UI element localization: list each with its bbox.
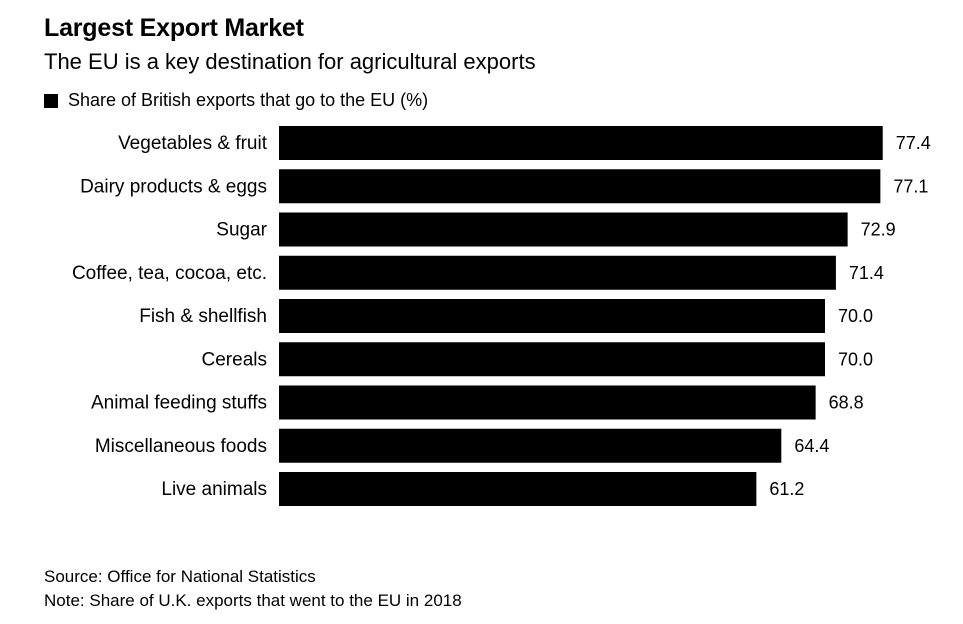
value-label: 70.0 — [838, 349, 873, 369]
category-label: Miscellaneous foods — [95, 436, 267, 457]
legend-swatch — [44, 93, 58, 108]
value-label: 77.4 — [896, 133, 931, 153]
value-label: 77.1 — [893, 176, 928, 196]
footnote: Note: Share of U.K. exports that went to… — [44, 591, 462, 610]
bar — [279, 126, 883, 160]
legend: Share of British exports that go to the … — [44, 90, 428, 111]
value-label: 64.4 — [794, 436, 829, 456]
value-label: 71.4 — [849, 263, 884, 283]
category-label: Animal feeding stuffs — [91, 393, 267, 414]
bar — [279, 255, 836, 290]
bar — [279, 212, 848, 247]
legend-label: Share of British exports that go to the … — [68, 90, 429, 110]
bar — [279, 428, 782, 463]
chart-subtitle: The EU is a key destination for agricult… — [44, 49, 536, 74]
bar — [279, 299, 825, 333]
category-label: Sugar — [216, 220, 267, 241]
category-label: Cereals — [202, 349, 267, 370]
bar — [279, 472, 757, 506]
value-label: 61.2 — [769, 479, 804, 499]
value-label: 72.9 — [861, 220, 896, 240]
chart-title: Largest Export Market — [44, 14, 304, 42]
bar — [279, 169, 881, 204]
value-label: 70.0 — [838, 306, 873, 326]
category-label: Live animals — [161, 479, 267, 500]
bar-chart: Vegetables & fruit 77.4 Dairy products & e… — [72, 126, 931, 506]
category-label: Coffee, tea, cocoa, etc. — [72, 263, 267, 284]
category-label: Fish & shellfish — [139, 306, 267, 327]
value-label: 68.8 — [829, 393, 864, 413]
source-note: Source: Office for National Statistics — [44, 567, 316, 586]
category-label: Dairy products & eggs — [80, 176, 267, 197]
bar — [279, 342, 825, 377]
category-label: Vegetables & fruit — [118, 133, 268, 154]
bar — [279, 385, 816, 420]
